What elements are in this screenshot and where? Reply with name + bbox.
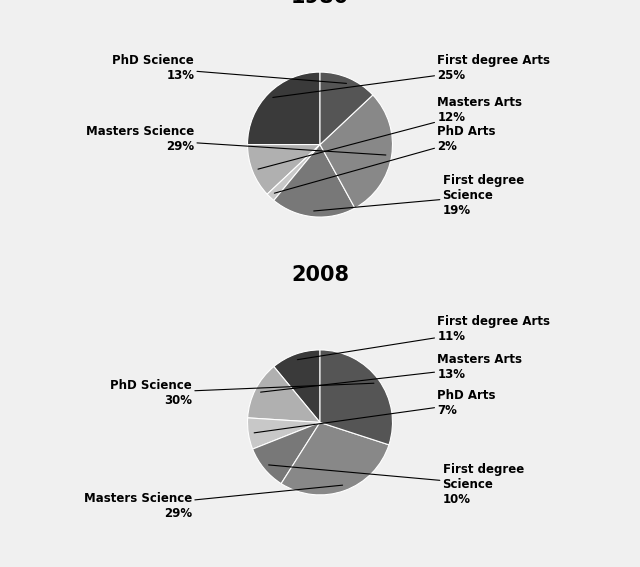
Wedge shape [274, 350, 320, 422]
Wedge shape [267, 145, 320, 201]
Text: First degree
Science
19%: First degree Science 19% [314, 174, 524, 217]
Wedge shape [274, 145, 355, 217]
Wedge shape [320, 72, 373, 145]
Wedge shape [248, 145, 320, 194]
Text: Masters Science
29%: Masters Science 29% [84, 485, 342, 519]
Title: 2008: 2008 [291, 265, 349, 285]
Wedge shape [281, 422, 389, 495]
Text: PhD Arts
7%: PhD Arts 7% [254, 389, 496, 433]
Text: PhD Arts
2%: PhD Arts 2% [275, 125, 496, 193]
Wedge shape [253, 422, 320, 484]
Text: Masters Science
29%: Masters Science 29% [86, 125, 386, 155]
Wedge shape [320, 350, 392, 445]
Wedge shape [320, 95, 392, 208]
Title: 1980: 1980 [291, 0, 349, 7]
Text: First degree
Science
10%: First degree Science 10% [269, 463, 524, 506]
Text: PhD Science
13%: PhD Science 13% [113, 54, 346, 83]
Wedge shape [248, 418, 320, 449]
Text: Masters Arts
12%: Masters Arts 12% [258, 96, 522, 169]
Text: First degree Arts
11%: First degree Arts 11% [298, 315, 550, 359]
Wedge shape [248, 366, 320, 422]
Wedge shape [248, 72, 320, 145]
Text: First degree Arts
25%: First degree Arts 25% [273, 54, 550, 98]
Text: PhD Science
30%: PhD Science 30% [110, 379, 374, 407]
Text: Masters Arts
13%: Masters Arts 13% [260, 353, 522, 392]
